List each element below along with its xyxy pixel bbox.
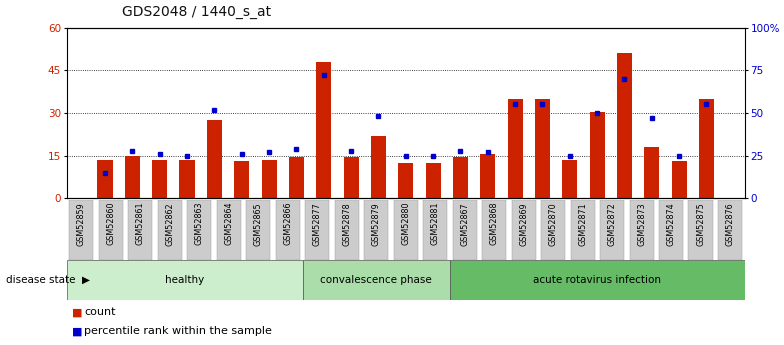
FancyBboxPatch shape (187, 200, 212, 260)
Bar (234, 161, 249, 198)
Text: healthy: healthy (165, 275, 204, 285)
Bar (262, 160, 277, 198)
Bar (562, 160, 577, 198)
Text: GSM52870: GSM52870 (549, 202, 557, 246)
FancyBboxPatch shape (246, 200, 270, 260)
Text: convalescence phase: convalescence phase (321, 275, 432, 285)
Bar (316, 62, 331, 198)
Text: GSM52878: GSM52878 (343, 202, 351, 246)
FancyBboxPatch shape (99, 200, 123, 260)
FancyBboxPatch shape (335, 200, 359, 260)
Bar (289, 157, 304, 198)
FancyBboxPatch shape (216, 200, 241, 260)
Bar (535, 99, 550, 198)
Bar (453, 157, 468, 198)
Text: GDS2048 / 1440_s_at: GDS2048 / 1440_s_at (122, 5, 270, 19)
Text: GSM52874: GSM52874 (666, 202, 676, 246)
FancyBboxPatch shape (600, 200, 624, 260)
FancyBboxPatch shape (452, 200, 477, 260)
Text: GSM52866: GSM52866 (283, 202, 292, 245)
FancyBboxPatch shape (394, 200, 418, 260)
Bar (481, 154, 495, 198)
Text: count: count (84, 307, 115, 317)
Bar (644, 147, 659, 198)
Text: disease state  ▶: disease state ▶ (6, 275, 90, 285)
Text: GSM52877: GSM52877 (313, 202, 321, 246)
FancyBboxPatch shape (512, 200, 535, 260)
Bar (180, 160, 194, 198)
FancyBboxPatch shape (129, 200, 152, 260)
Text: GSM52876: GSM52876 (725, 202, 735, 246)
Text: GSM52867: GSM52867 (460, 202, 469, 246)
FancyBboxPatch shape (67, 260, 303, 300)
FancyBboxPatch shape (303, 260, 450, 300)
Text: GSM52875: GSM52875 (696, 202, 705, 246)
Text: GSM52869: GSM52869 (519, 202, 528, 246)
Bar (398, 163, 413, 198)
FancyBboxPatch shape (276, 200, 299, 260)
FancyBboxPatch shape (423, 200, 448, 260)
Text: ■: ■ (72, 307, 82, 317)
Text: GSM52868: GSM52868 (490, 202, 499, 245)
FancyBboxPatch shape (541, 200, 565, 260)
Bar (699, 99, 714, 198)
Text: GSM52871: GSM52871 (578, 202, 587, 246)
FancyBboxPatch shape (305, 200, 329, 260)
Text: acute rotavirus infection: acute rotavirus infection (533, 275, 662, 285)
Bar (617, 53, 632, 198)
FancyBboxPatch shape (571, 200, 595, 260)
FancyBboxPatch shape (69, 200, 93, 260)
Text: percentile rank within the sample: percentile rank within the sample (84, 326, 272, 336)
FancyBboxPatch shape (482, 200, 506, 260)
FancyBboxPatch shape (630, 200, 654, 260)
Text: GSM52873: GSM52873 (637, 202, 646, 246)
Bar (97, 160, 112, 198)
FancyBboxPatch shape (364, 200, 388, 260)
Bar (371, 136, 386, 198)
Bar (426, 163, 441, 198)
Bar (343, 157, 358, 198)
Text: GSM52860: GSM52860 (107, 202, 115, 245)
Text: GSM52863: GSM52863 (194, 202, 204, 245)
Bar (207, 120, 222, 198)
Text: GSM52862: GSM52862 (165, 202, 174, 246)
FancyBboxPatch shape (659, 200, 683, 260)
Text: GSM52859: GSM52859 (77, 202, 86, 246)
Text: GSM52872: GSM52872 (608, 202, 617, 246)
Text: GSM52865: GSM52865 (254, 202, 263, 246)
Text: GSM52881: GSM52881 (430, 202, 440, 245)
FancyBboxPatch shape (450, 260, 745, 300)
Bar (672, 161, 687, 198)
FancyBboxPatch shape (718, 200, 742, 260)
FancyBboxPatch shape (158, 200, 182, 260)
Bar (125, 156, 140, 198)
Text: ■: ■ (72, 326, 82, 336)
Text: GSM52879: GSM52879 (372, 202, 381, 246)
Text: GSM52861: GSM52861 (136, 202, 145, 245)
Bar (590, 111, 604, 198)
Text: GSM52880: GSM52880 (401, 202, 410, 245)
Bar (152, 160, 167, 198)
Bar (507, 99, 523, 198)
Text: GSM52864: GSM52864 (224, 202, 234, 245)
FancyBboxPatch shape (688, 200, 713, 260)
